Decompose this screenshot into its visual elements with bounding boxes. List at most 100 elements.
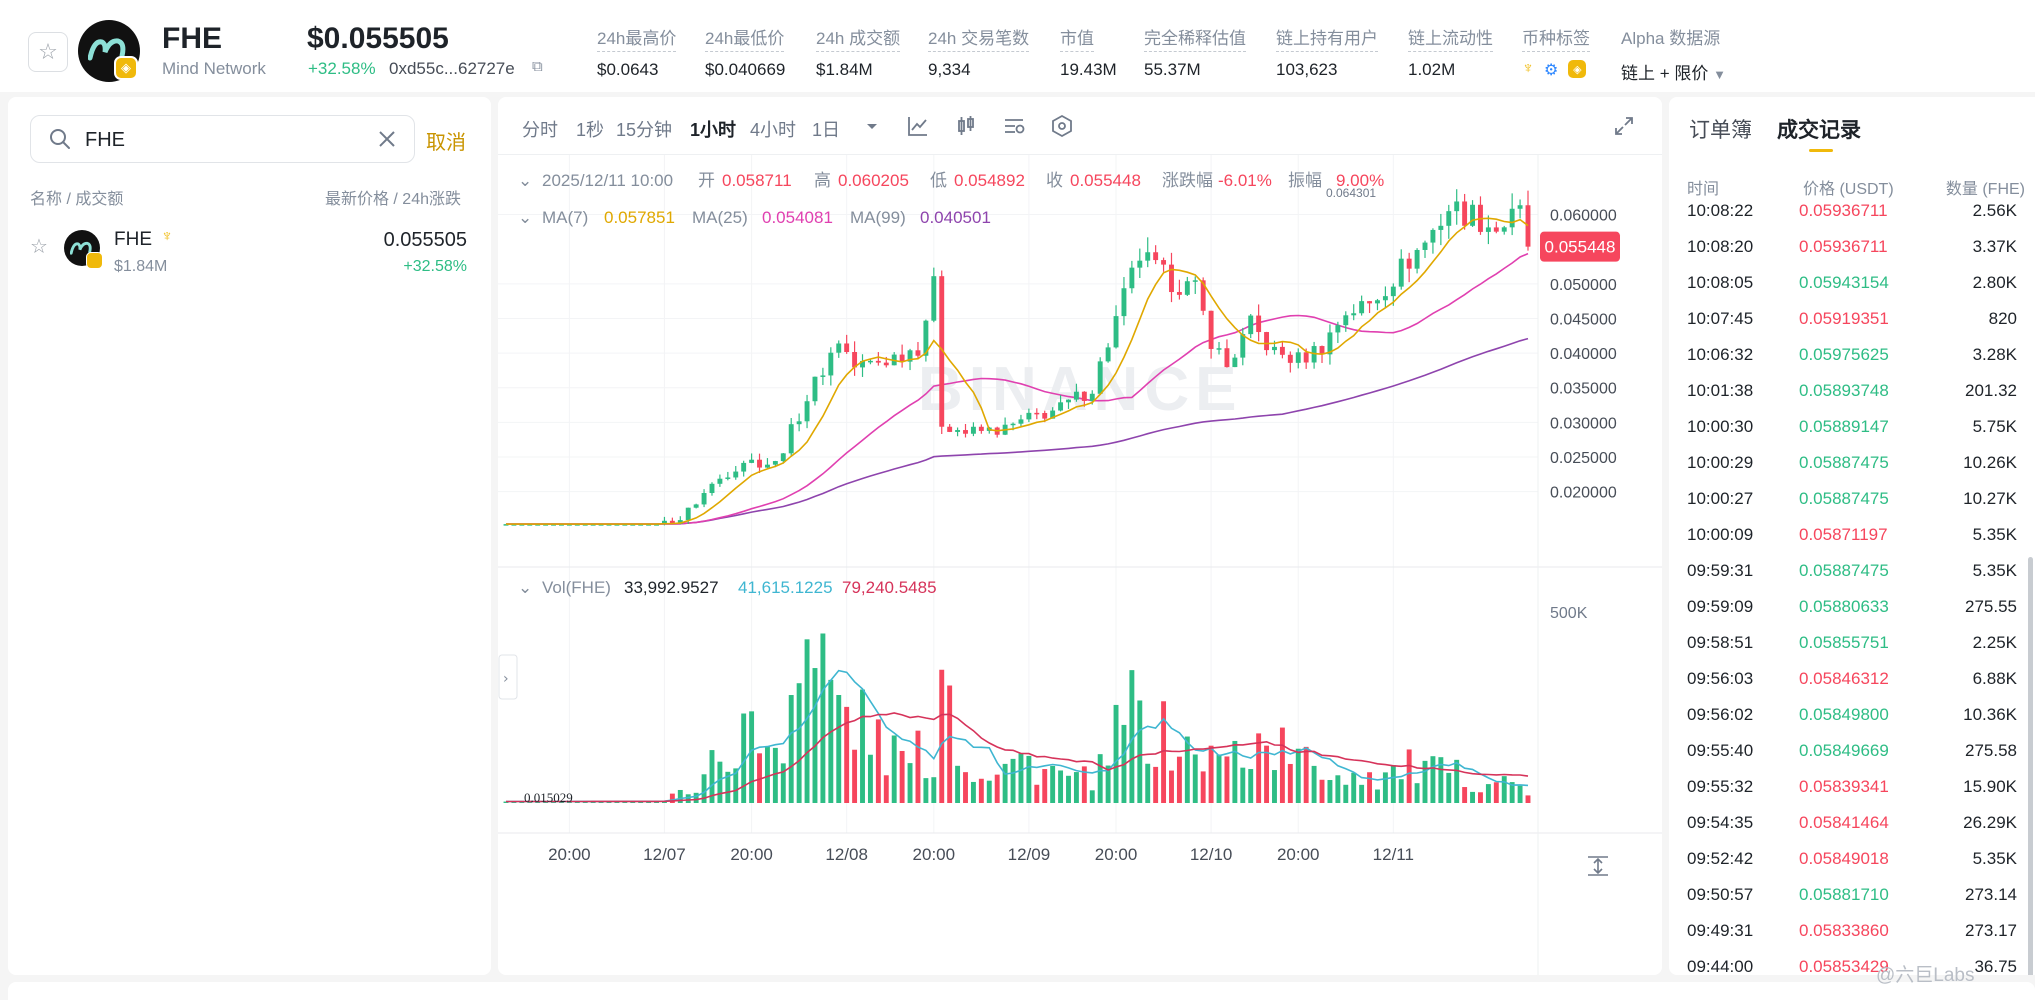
volume-bar: [1010, 758, 1016, 803]
indicator-settings-icon[interactable]: [1002, 114, 1026, 138]
fullscreen-icon[interactable]: [1612, 114, 1636, 138]
candle: [955, 427, 961, 437]
candle-body: [1129, 267, 1135, 289]
volume-bar: [1454, 759, 1460, 803]
volume-bar: [1208, 745, 1214, 803]
trade-time: 10:06:32: [1687, 345, 1754, 364]
favorite-star-icon[interactable]: ☆: [28, 32, 68, 72]
candle: [1462, 193, 1468, 230]
favorite-star-icon[interactable]: ☆: [30, 236, 48, 258]
col-name-volume[interactable]: 名称 / 成交额: [30, 191, 124, 208]
chevron-down-icon[interactable]: [860, 114, 884, 138]
candle-body: [1390, 286, 1396, 297]
candle-body: [931, 276, 937, 321]
candle-body: [1303, 352, 1309, 363]
time-tick-label: 12/10: [1190, 845, 1233, 864]
trade-row: 09:59:09 0.05880633 275.55: [1669, 588, 2035, 624]
interval-4h[interactable]: 4小时: [750, 120, 797, 140]
trade-qty: 26.29K: [1963, 813, 2017, 832]
hexagon-settings-icon[interactable]: [1050, 114, 1074, 138]
interval-1h[interactable]: 1小时: [690, 120, 737, 140]
candle-body: [1493, 227, 1499, 232]
candlestick-chart[interactable]: BINANCE 0.060000 0.050000 0.045000 0.040000…: [498, 155, 1662, 975]
time-tick-label: 12/08: [825, 845, 868, 864]
candle: [963, 424, 968, 438]
axis-scale-icon[interactable]: [1588, 856, 1608, 876]
candle-body: [875, 360, 881, 363]
volume-bar: [1367, 772, 1373, 803]
trade-row: 10:08:20 0.05936711 3.37K: [1669, 228, 2035, 264]
search-input[interactable]: [85, 126, 345, 154]
cancel-button[interactable]: 取消: [426, 132, 466, 154]
time-tick-label: 12/09: [1008, 845, 1051, 864]
candle-body: [1525, 205, 1531, 247]
trade-row: 10:08:05 0.05943154 2.80K: [1669, 264, 2035, 300]
tab-trade-history[interactable]: 成交记录: [1777, 119, 1861, 142]
col-price-change[interactable]: 最新价格 / 24h涨跌: [324, 191, 461, 208]
trade-row: 10:00:27 0.05887475 10.27K: [1669, 480, 2035, 516]
line-chart-icon[interactable]: [906, 114, 930, 138]
volume-bar: [1153, 766, 1159, 803]
volume-bar: [1129, 670, 1135, 803]
vol-collapse-icon[interactable]: ⌄: [518, 578, 532, 597]
trade-price: 0.05893748: [1799, 381, 1889, 400]
candle: [749, 453, 755, 464]
chain-tag-icon[interactable]: ⚙: [1544, 62, 1559, 79]
trade-time: 09:59:09: [1687, 597, 1754, 616]
price-tick-label: 0.020000: [1550, 485, 1617, 502]
tab-orderbook[interactable]: 订单簿: [1689, 119, 1752, 142]
candle: [812, 376, 818, 406]
mind-network-logo-icon: [88, 38, 126, 61]
stat-fdv: 完全稀释估值 55.37M: [1144, 24, 1246, 80]
volume-bar: [1359, 784, 1365, 803]
copy-icon[interactable]: ⧉: [532, 58, 543, 75]
amplitude-value: 9.00%: [1336, 171, 1384, 190]
volume-bar: [1232, 740, 1238, 803]
interval-15m[interactable]: 15分钟: [616, 120, 673, 140]
candle: [1034, 408, 1040, 420]
volume-bar: [1034, 784, 1040, 803]
chevron-right-icon: ›: [503, 671, 509, 687]
trade-time: 09:59:31: [1687, 561, 1754, 580]
trade-qty: 275.58: [1965, 741, 2017, 760]
price-change: +32.58%: [308, 59, 376, 78]
volume-bar: [1145, 763, 1151, 803]
coin-fullname: Mind Network: [162, 59, 266, 78]
volume-bar: [1224, 756, 1230, 803]
ma7-value: 0.057851: [604, 208, 675, 227]
volume-bar: [963, 772, 968, 803]
side-collapse-handle[interactable]: ›: [498, 654, 518, 700]
legend-collapse-icon[interactable]: ⌄: [518, 171, 532, 190]
current-price-tag: 0.055448: [1540, 231, 1620, 262]
candle: [693, 503, 699, 509]
trade-qty: 10.27K: [1963, 489, 2017, 508]
volume-bar: [1018, 753, 1024, 803]
candle-body: [1058, 402, 1064, 411]
close-icon[interactable]: [376, 128, 398, 150]
scrollbar[interactable]: [2028, 557, 2033, 975]
open-label: 开: [698, 171, 715, 190]
candle-body: [693, 504, 699, 508]
search-panel: 取消 名称 / 成交额 最新价格 / 24h涨跌 ☆ FHE ♆ $1.84M …: [8, 97, 491, 975]
volume-bar: [1398, 779, 1404, 803]
interval-timeline[interactable]: 分时: [522, 120, 558, 140]
vol-axis-label: 500K: [1550, 605, 1588, 622]
interval-1d[interactable]: 1日: [812, 120, 841, 140]
candle-body: [1359, 301, 1365, 314]
time-tick-label: 20:00: [1277, 845, 1320, 864]
list-item[interactable]: ☆ FHE ♆ $1.84M 0.055505 +32.58%: [8, 222, 491, 288]
candle-body: [1256, 315, 1262, 333]
search-box[interactable]: [30, 115, 415, 163]
candle-body: [669, 520, 675, 524]
interval-1s[interactable]: 1秒: [576, 120, 605, 140]
volume-bar: [804, 639, 810, 803]
volume-bar: [1493, 782, 1499, 803]
candlestick-icon[interactable]: [954, 114, 978, 138]
volume-bar: [677, 789, 683, 803]
seedling-tag-icon[interactable]: ♆: [1522, 60, 1534, 77]
trade-row: 09:55:32 0.05839341 15.90K: [1669, 768, 2035, 804]
bnb-tag-icon[interactable]: ◈: [1568, 60, 1587, 78]
ma-collapse-icon[interactable]: ⌄: [518, 208, 532, 227]
data-source-select[interactable]: 链上 + 限价 ▼: [1621, 59, 1726, 84]
stat-holders: 链上持有用户 103,623: [1276, 24, 1378, 80]
